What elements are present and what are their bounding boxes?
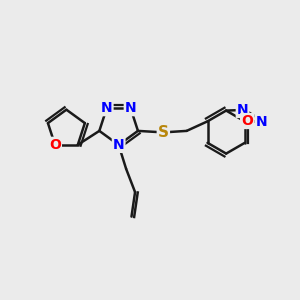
Text: N: N (237, 103, 248, 117)
Text: N: N (125, 101, 136, 115)
Text: S: S (158, 125, 169, 140)
Text: N: N (101, 101, 112, 115)
Text: O: O (241, 114, 253, 128)
Text: O: O (49, 138, 61, 152)
Text: N: N (113, 138, 124, 152)
Text: N: N (255, 115, 267, 129)
